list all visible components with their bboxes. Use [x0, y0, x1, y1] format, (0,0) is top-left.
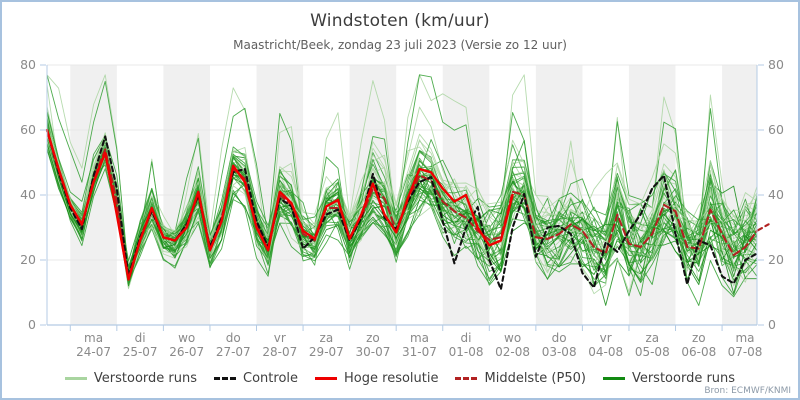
y-axis-label-left: 40 — [20, 187, 36, 202]
x-axis-date-label: 01-08 — [449, 345, 484, 359]
y-axis-label-left: 20 — [20, 252, 36, 267]
y-axis-label-right: 40 — [768, 187, 784, 202]
y-axis-label-right: 20 — [768, 252, 784, 267]
legend-label: Verstoorde runs — [93, 371, 198, 386]
x-axis-day-label: do — [552, 331, 567, 345]
legend-item-verstoorde-runs-dark: Verstoorde runs — [602, 371, 736, 386]
x-axis-date-label: 26-07 — [169, 345, 204, 359]
y-axis-label-right: 0 — [768, 317, 776, 332]
x-axis-date-label: 31-07 — [402, 345, 437, 359]
ensemble-run-line — [46, 123, 758, 283]
p50-line-swatch — [455, 377, 478, 380]
x-axis-date-label: 30-07 — [355, 345, 390, 359]
x-axis-day-label: za — [320, 331, 334, 345]
x-axis-day-label: di — [461, 331, 472, 345]
x-axis-date-label: 02-08 — [495, 345, 530, 359]
ensemble-run-line — [46, 124, 758, 272]
ensemble-run-line — [46, 134, 758, 274]
x-axis-day-label: wo — [504, 331, 521, 345]
x-axis-day-label: wo — [178, 331, 195, 345]
ensemble-run-line — [46, 124, 758, 278]
x-axis-day-label: zo — [366, 331, 380, 345]
x-axis-day-label: za — [645, 331, 659, 345]
ensemble-dark-line-swatch — [602, 377, 625, 380]
x-axis-date-label: 07-08 — [728, 345, 763, 359]
x-axis-day-label: zo — [692, 331, 706, 345]
ensemble-run-line — [46, 129, 758, 283]
x-axis-date-label: 27-07 — [216, 345, 251, 359]
x-axis-day-label: vr — [274, 331, 286, 345]
legend-label: Hoge resolutie — [344, 371, 439, 386]
x-axis-day-label: ma — [410, 331, 429, 345]
x-axis-day-label: ma — [735, 331, 754, 345]
page-title: Windstoten (km/uur) — [310, 11, 490, 31]
x-axis-date-label: 06-08 — [681, 345, 716, 359]
legend-item-hoge-resolutie: Hoge resolutie — [315, 371, 438, 386]
y-axis-label-left: 60 — [20, 122, 36, 137]
legend-item-middelste-p50: Middelste (P50) — [455, 371, 586, 386]
ensemble-run-line — [46, 122, 758, 282]
ensemble-run-line — [46, 125, 758, 274]
source-credit: Bron: ECMWF/KNMI — [704, 386, 791, 396]
x-axis-day-label: do — [226, 331, 241, 345]
legend-item-verstoorde-runs-light: Verstoorde runs — [64, 371, 198, 386]
legend: Verstoorde runs Controle Hoge resolutie … — [2, 371, 798, 386]
x-axis-date-label: 03-08 — [542, 345, 577, 359]
chart-subtitle: Maastricht/Beek, zondag 23 juli 2023 (Ve… — [233, 38, 567, 52]
legend-label: Controle — [243, 371, 299, 386]
legend-item-controle: Controle — [214, 371, 298, 386]
hires-line — [45, 128, 514, 281]
x-axis-date-label: 28-07 — [262, 345, 297, 359]
legend-label: Middelste (P50) — [484, 371, 586, 386]
x-axis-date-label: 25-07 — [123, 345, 158, 359]
x-axis-date-label: 24-07 — [76, 345, 111, 359]
y-axis-label-left: 0 — [28, 317, 36, 332]
legend-label: Verstoorde runs — [631, 371, 736, 386]
ensemble-run-line — [46, 138, 758, 281]
x-axis-date-label: 29-07 — [309, 345, 344, 359]
x-axis-date-label: 04-08 — [588, 345, 623, 359]
y-axis-label-right: 60 — [768, 122, 784, 137]
x-axis-date-label: 05-08 — [635, 345, 670, 359]
x-axis-day-label: di — [135, 331, 146, 345]
x-axis-day-label: vr — [600, 331, 612, 345]
x-axis-day-label: ma — [84, 331, 103, 345]
hires-line-swatch — [315, 377, 338, 380]
control-line-swatch — [214, 377, 237, 380]
ensemble-light-line-swatch — [64, 377, 87, 380]
y-axis-label-left: 80 — [20, 57, 36, 72]
y-axis-label-right: 80 — [768, 57, 784, 72]
